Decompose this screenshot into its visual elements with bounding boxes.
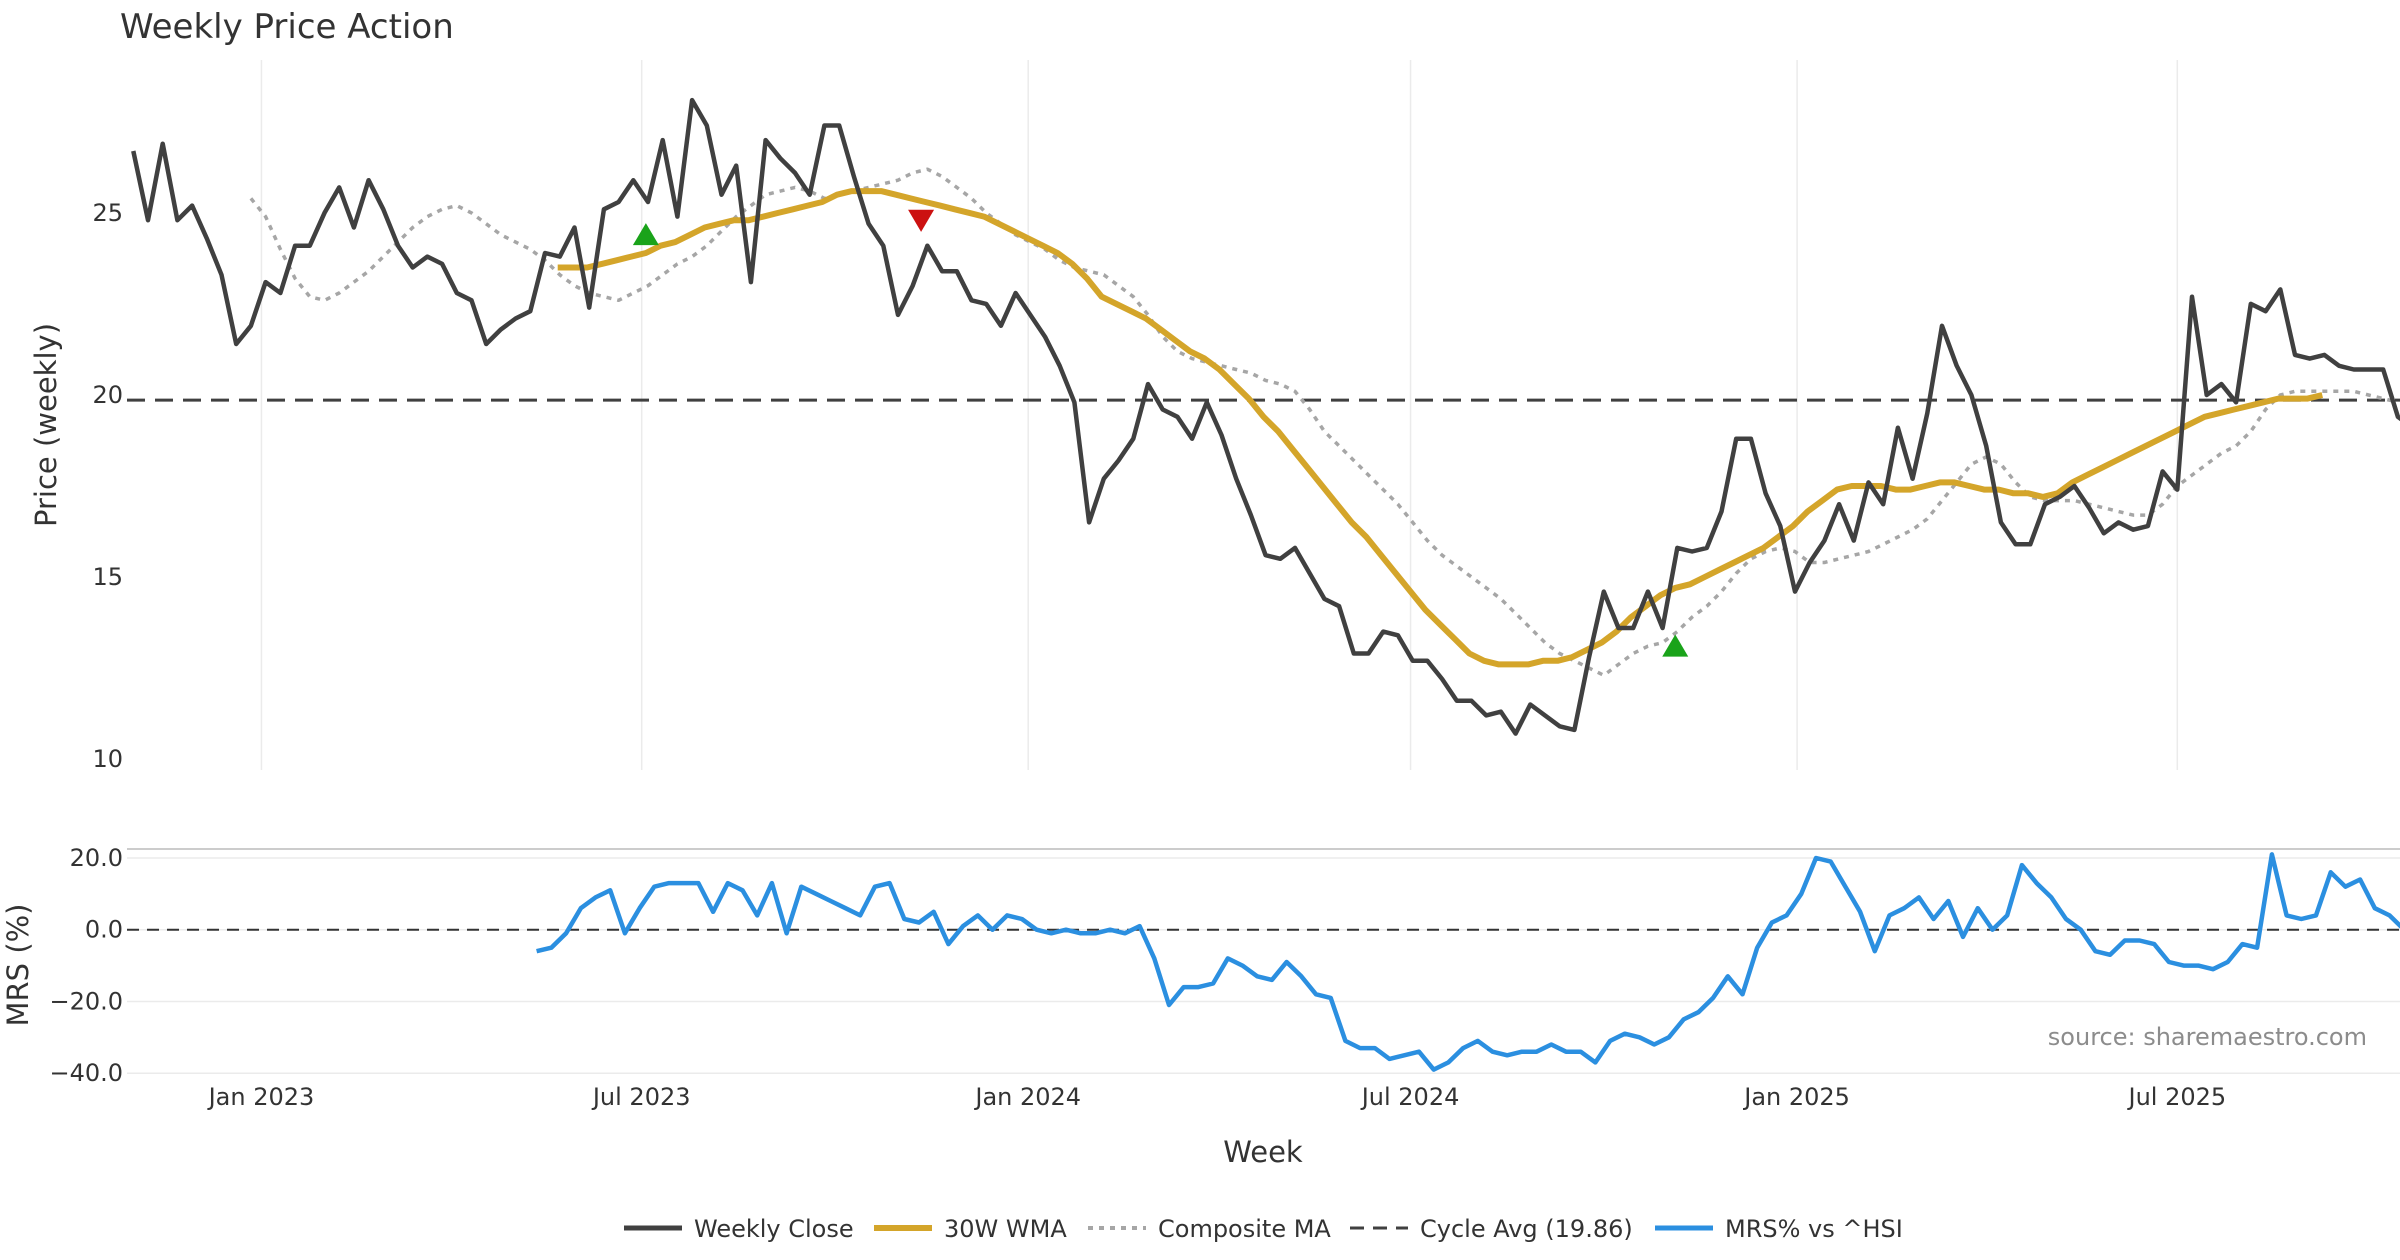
price-panel: 10 15 20 25 Price (weekly) xyxy=(29,60,2400,773)
buy-signal-marker xyxy=(632,223,659,246)
legend-label: Weekly Close xyxy=(694,1215,854,1243)
price-y-tick-label: 15 xyxy=(92,563,123,591)
mrs-panel: 20.0 0.0 −20.0 −40.0 MRS (%) source: sharem… xyxy=(1,844,2400,1087)
legend-label: Cycle Avg (19.86) xyxy=(1420,1215,1633,1243)
legend-label: Composite MA xyxy=(1158,1215,1331,1243)
mrs-y-tick-label: 20.0 xyxy=(70,844,123,872)
mrs-y-tick-label: 0.0 xyxy=(85,916,123,944)
source-label: source: sharemaestro.com xyxy=(2048,1023,2367,1051)
mrs-y-tick-label: −20.0 xyxy=(49,987,123,1015)
series-line-weekly-close xyxy=(131,97,2400,736)
mrs-y-ticks: 20.0 0.0 −20.0 −40.0 xyxy=(49,844,123,1087)
series-line-30w-wma xyxy=(557,188,2324,668)
price-y-tick-label: 25 xyxy=(92,199,123,227)
x-tick-label: Jul 2024 xyxy=(1360,1083,1460,1111)
mrs-y-axis-label: MRS (%) xyxy=(1,904,35,1027)
price-grid xyxy=(260,60,2179,770)
price-y-ticks: 10 15 20 25 xyxy=(92,199,123,773)
x-axis-label: Week xyxy=(1223,1135,1303,1169)
price-y-tick-label: 20 xyxy=(92,381,123,409)
mrs-y-tick-label: −40.0 xyxy=(49,1059,123,1087)
chart-title: Weekly Price Action xyxy=(120,7,454,47)
x-tick-label: Jan 2023 xyxy=(207,1083,315,1111)
price-y-axis-label: Price (weekly) xyxy=(29,323,63,527)
x-tick-label: Jul 2025 xyxy=(2126,1083,2226,1111)
mrs-grid xyxy=(127,857,2400,1074)
x-tick-label: Jan 2024 xyxy=(973,1083,1081,1111)
sell-signal-marker xyxy=(908,209,935,232)
x-tick-label: Jan 2025 xyxy=(1742,1083,1850,1111)
legend-label: 30W WMA xyxy=(944,1215,1067,1243)
series-line-mrs xyxy=(536,852,2400,1072)
price-y-tick-label: 10 xyxy=(92,745,123,773)
legend-label: MRS% vs ^HSI xyxy=(1725,1215,1903,1243)
legend: Weekly Close 30W WMA Composite MA Cycle Avg… xyxy=(624,1215,1903,1243)
buy-signal-marker xyxy=(1662,634,1689,657)
x-ticks: Jan 2023 Jul 2023 Jan 2024 Jul 2024 Jan 2025… xyxy=(207,1083,2227,1111)
series-line-composite-ma xyxy=(249,167,2399,678)
signal-markers xyxy=(632,209,1689,657)
x-tick-label: Jul 2023 xyxy=(591,1083,691,1111)
